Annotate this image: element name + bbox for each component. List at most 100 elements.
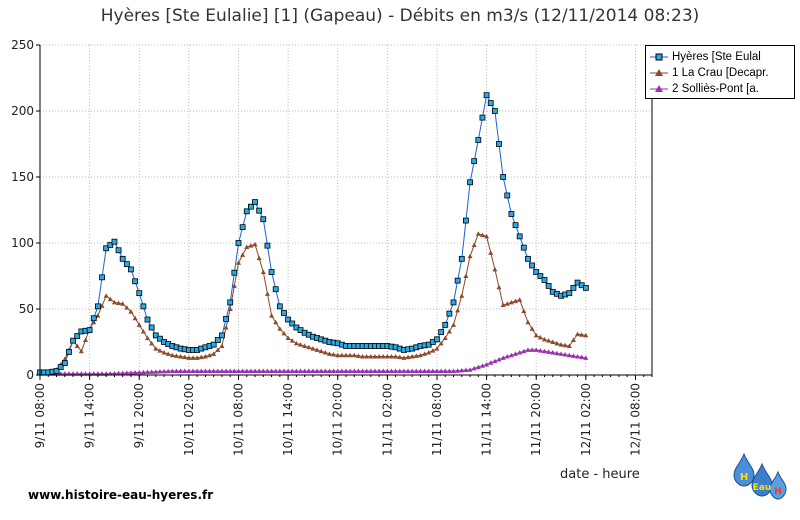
data-point bbox=[132, 278, 139, 285]
data-point bbox=[111, 238, 118, 245]
data-point bbox=[244, 244, 250, 249]
data-point bbox=[78, 348, 84, 354]
data-point bbox=[471, 158, 478, 165]
data-point bbox=[190, 355, 196, 360]
data-point bbox=[186, 368, 192, 374]
data-point bbox=[207, 352, 213, 358]
data-point bbox=[107, 371, 113, 376]
data-point bbox=[409, 354, 415, 359]
data-point bbox=[434, 336, 440, 343]
data-point bbox=[463, 217, 469, 224]
data-point bbox=[231, 283, 237, 288]
data-point bbox=[132, 315, 138, 321]
data-point bbox=[360, 368, 366, 374]
data-point bbox=[438, 329, 445, 336]
data-point bbox=[521, 348, 527, 354]
data-point bbox=[239, 224, 246, 231]
data-point bbox=[455, 368, 461, 373]
data-point bbox=[227, 368, 233, 374]
data-point bbox=[463, 367, 469, 373]
data-point bbox=[223, 368, 229, 374]
data-point bbox=[488, 250, 494, 255]
data-point bbox=[335, 368, 341, 374]
data-point bbox=[484, 233, 490, 239]
data-point bbox=[487, 100, 494, 106]
data-point bbox=[388, 354, 394, 359]
data-point bbox=[86, 327, 93, 334]
data-point bbox=[545, 282, 552, 289]
data-point bbox=[384, 368, 390, 374]
data-point bbox=[492, 266, 498, 272]
data-point bbox=[446, 310, 453, 317]
data-point bbox=[463, 273, 469, 278]
data-point bbox=[529, 262, 535, 269]
data-point bbox=[107, 242, 114, 248]
data-point bbox=[157, 348, 163, 353]
data-point bbox=[537, 334, 543, 340]
website-link[interactable]: www.histoire-eau-hyeres.fr bbox=[28, 488, 214, 502]
y-tick-label: 200 bbox=[11, 104, 34, 118]
data-point bbox=[120, 301, 126, 306]
data-point bbox=[277, 368, 283, 374]
data-point bbox=[393, 354, 399, 359]
data-point bbox=[148, 324, 155, 331]
data-point bbox=[496, 356, 502, 362]
data-point bbox=[144, 316, 151, 323]
data-point bbox=[335, 352, 341, 358]
data-point bbox=[579, 354, 585, 360]
data-point bbox=[368, 354, 374, 359]
data-point bbox=[74, 343, 80, 348]
data-point bbox=[152, 332, 159, 339]
data-point bbox=[339, 352, 345, 358]
data-point bbox=[116, 300, 122, 306]
series-2 bbox=[37, 347, 589, 376]
data-point bbox=[351, 368, 357, 374]
series-line-0 bbox=[40, 93, 587, 373]
data-point bbox=[302, 343, 308, 348]
data-point bbox=[103, 245, 110, 252]
data-point bbox=[252, 368, 258, 374]
data-point bbox=[272, 286, 279, 293]
data-point bbox=[99, 274, 105, 281]
data-point bbox=[277, 326, 283, 331]
data-point bbox=[537, 273, 544, 279]
data-point bbox=[111, 370, 117, 376]
legend-swatch-triangle bbox=[650, 85, 668, 92]
x-tick-label: 12/11 02:00 bbox=[579, 383, 593, 456]
data-point bbox=[451, 368, 457, 374]
data-point bbox=[566, 352, 572, 358]
data-point bbox=[455, 307, 461, 313]
data-point bbox=[397, 354, 403, 360]
data-point bbox=[223, 324, 229, 330]
data-point bbox=[533, 269, 540, 275]
data-point bbox=[459, 293, 465, 298]
data-point bbox=[210, 341, 217, 348]
data-point bbox=[491, 108, 498, 114]
x-tick-label: 9/11 14:00 bbox=[83, 383, 97, 448]
data-point bbox=[479, 114, 486, 121]
data-point bbox=[504, 354, 510, 359]
data-point bbox=[446, 328, 452, 334]
data-point bbox=[248, 243, 254, 248]
data-point bbox=[256, 368, 262, 374]
series-1 bbox=[37, 231, 589, 375]
legend-label-series-2: 2 Solliès-Pont [a. bbox=[672, 83, 759, 95]
data-point bbox=[483, 92, 490, 99]
data-point bbox=[434, 368, 440, 374]
data-point bbox=[513, 298, 519, 304]
data-point bbox=[107, 296, 113, 302]
data-point bbox=[521, 308, 527, 313]
y-axis-ticks: 0 50 100 150 200 250 bbox=[11, 38, 40, 382]
data-point bbox=[70, 337, 76, 344]
data-point bbox=[471, 242, 477, 247]
data-point bbox=[322, 350, 328, 355]
data-point bbox=[314, 347, 320, 352]
data-point bbox=[475, 137, 482, 143]
data-point bbox=[298, 368, 304, 374]
axes bbox=[39, 45, 653, 376]
data-point bbox=[422, 351, 428, 356]
data-point bbox=[252, 241, 258, 247]
data-point bbox=[273, 319, 279, 325]
data-point bbox=[339, 368, 345, 374]
data-point bbox=[517, 350, 523, 355]
